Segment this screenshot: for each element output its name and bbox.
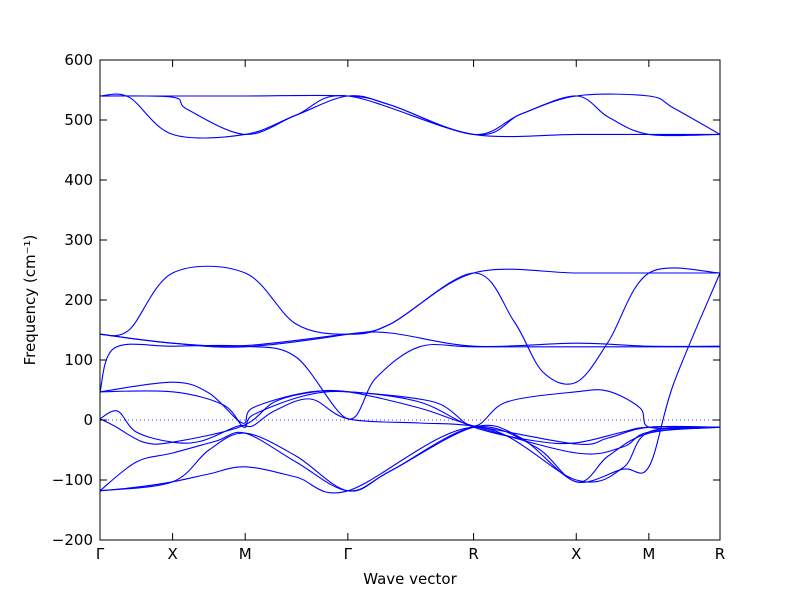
phonon-band-3 — [99, 95, 721, 137]
x-tick-label: R — [468, 545, 478, 563]
y-tick-label: 500 — [64, 111, 93, 129]
x-tick-label: R — [715, 545, 725, 563]
y-axis: −200 −100 0 100 200 300 400 500 600 — [52, 51, 720, 549]
x-tick-label: X — [167, 545, 177, 563]
y-tick-label: 0 — [83, 411, 93, 429]
phonon-band-2 — [99, 93, 720, 139]
y-tick-label: 300 — [64, 231, 93, 249]
y-tick-label: 200 — [64, 291, 93, 309]
phonon-band-4 — [99, 265, 720, 337]
phonon-band-5 — [99, 267, 721, 385]
y-tick-label: −100 — [52, 471, 93, 489]
x-tick-label: M — [239, 545, 252, 563]
y-tick-label: −200 — [52, 531, 93, 549]
phonon-band-10 — [99, 398, 721, 445]
y-axis-label: Frequency (cm⁻¹) — [21, 235, 39, 366]
bands-layer — [99, 93, 721, 494]
x-tick-label: Γ — [96, 545, 105, 563]
y-tick-label: 100 — [64, 351, 93, 369]
phonon-band-7 — [99, 343, 720, 420]
x-tick-label: X — [571, 545, 581, 563]
phonon-band-9 — [99, 381, 721, 430]
x-axis-label: Wave vector — [363, 570, 457, 588]
y-tick-label: 400 — [64, 171, 93, 189]
phonon-band-14 — [99, 426, 721, 494]
x-tick-label: M — [642, 545, 655, 563]
y-tick-label: 600 — [64, 51, 93, 69]
plot-background — [100, 60, 720, 540]
phonon-band-13 — [99, 424, 721, 492]
x-tick-label: Γ — [344, 545, 353, 563]
